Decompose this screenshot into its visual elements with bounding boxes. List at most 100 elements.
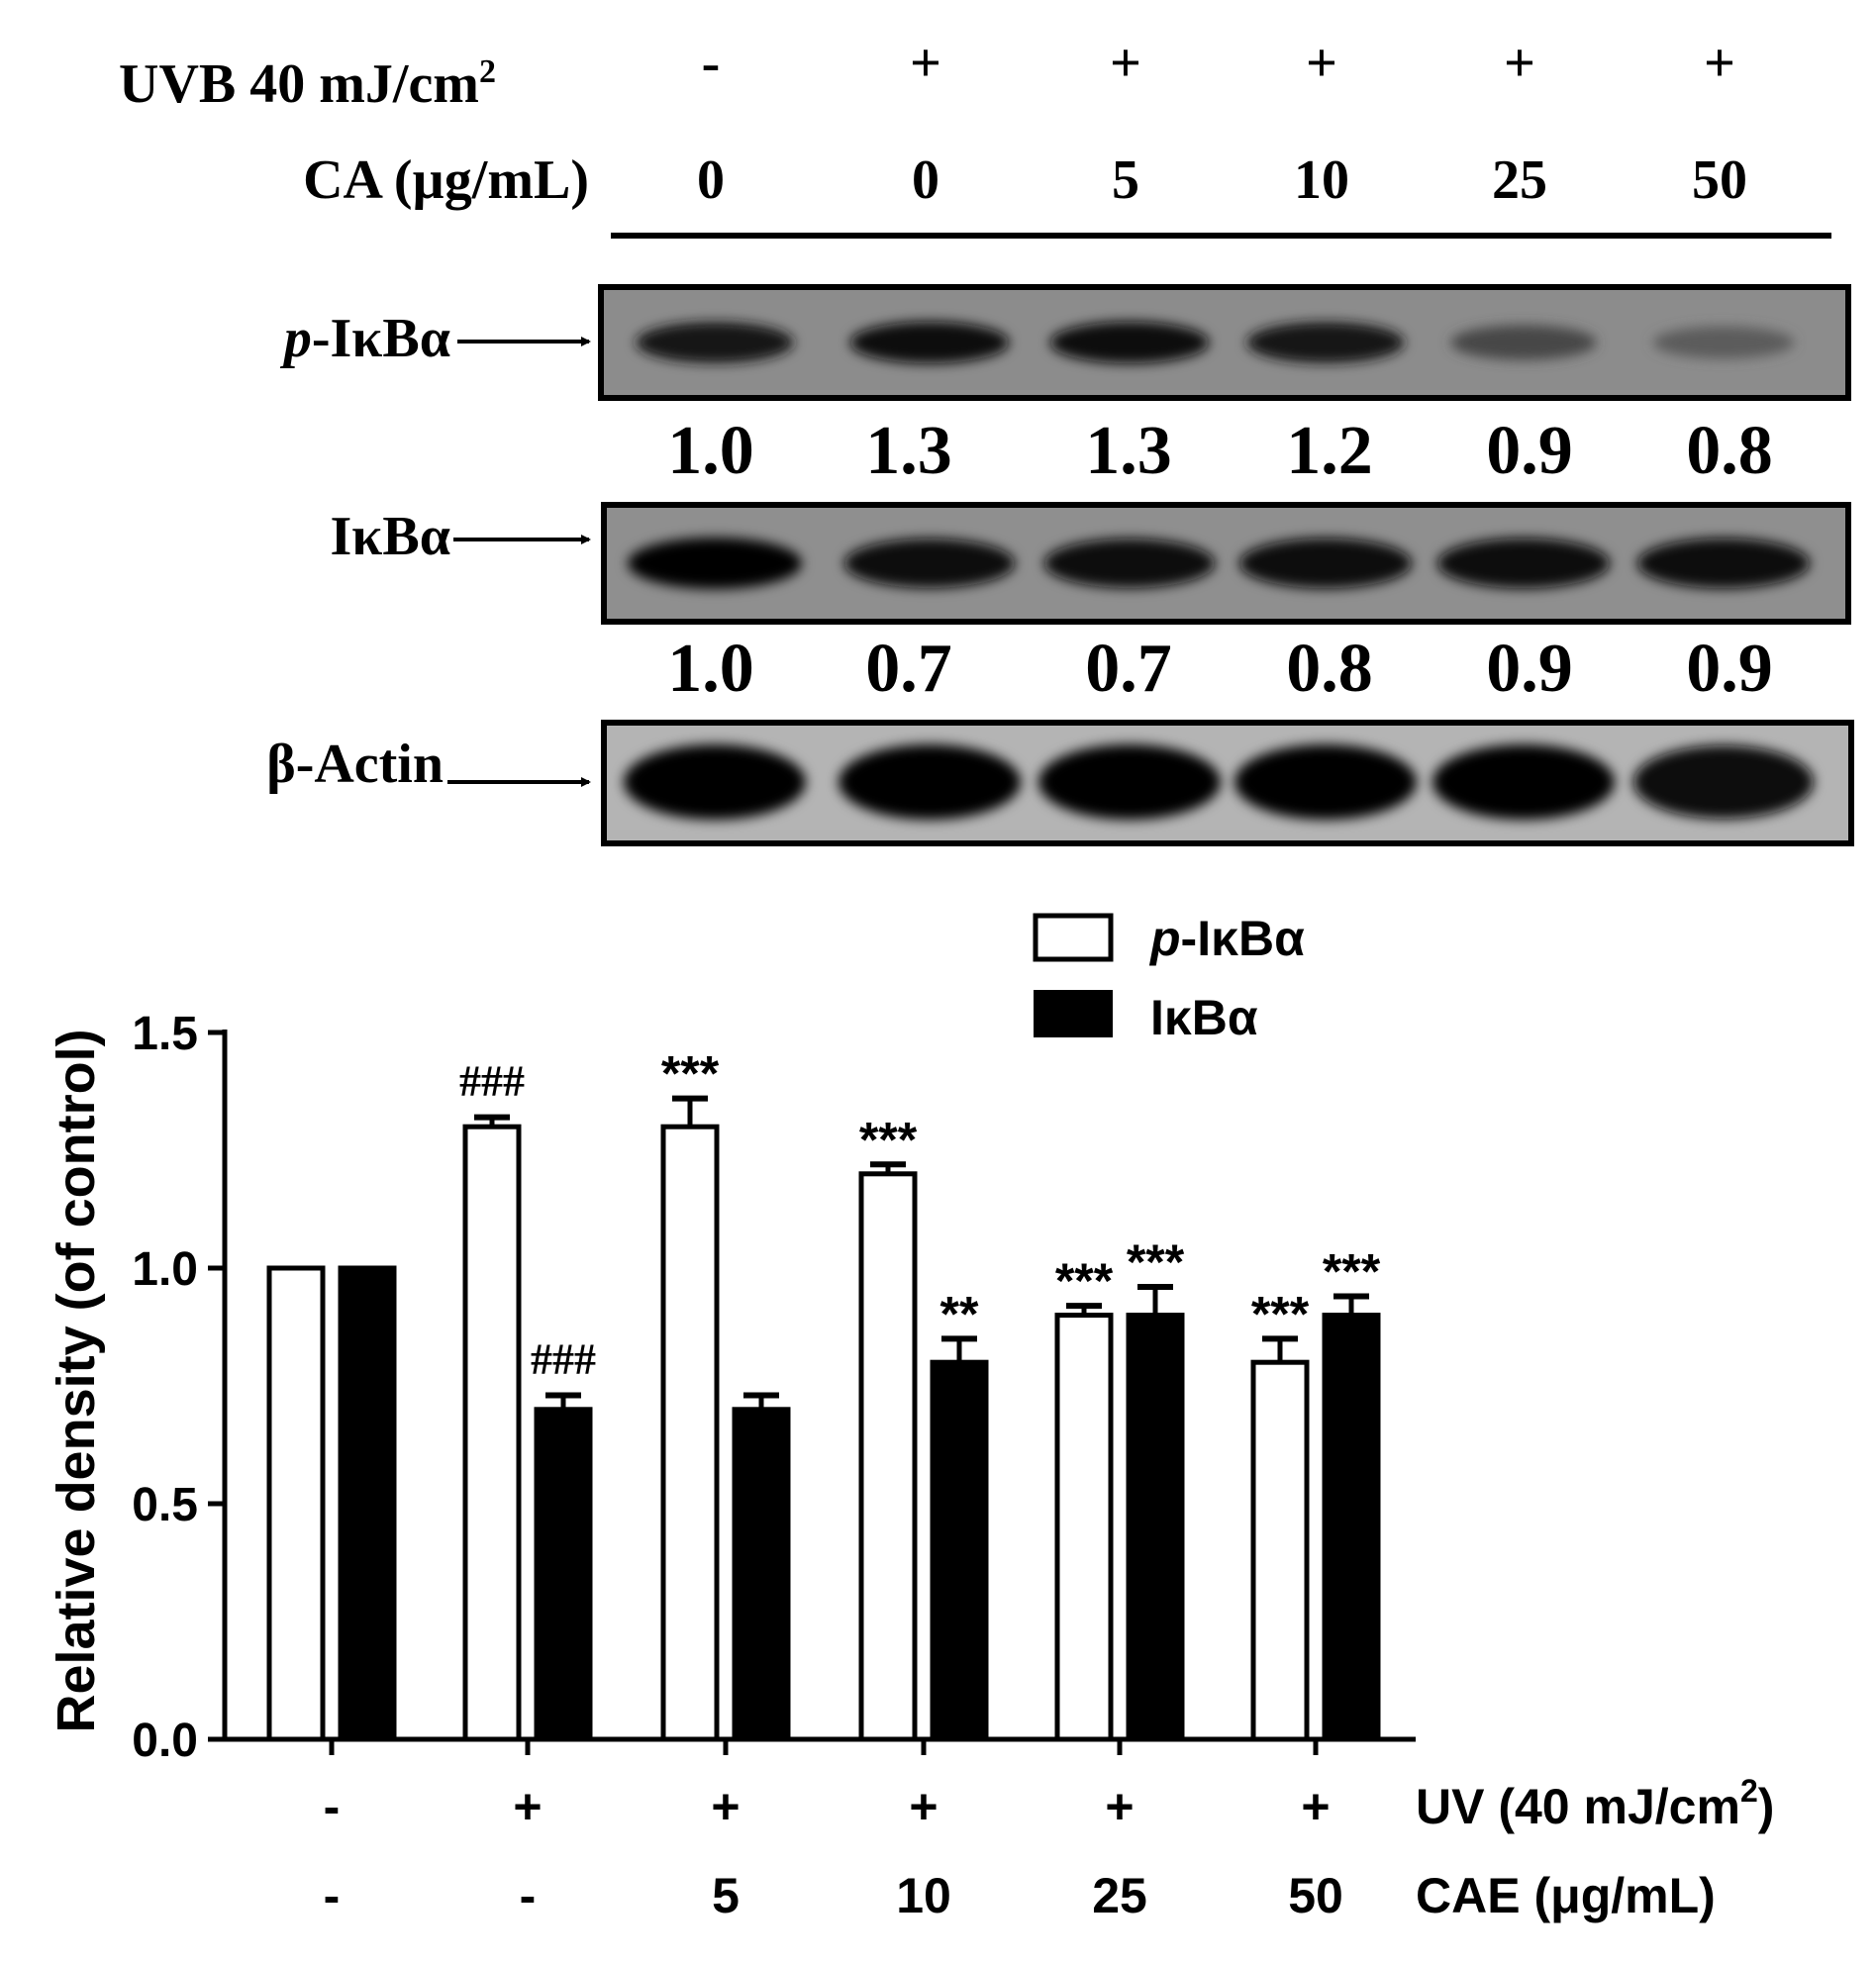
x-row1-tick-label: +	[1105, 1779, 1134, 1834]
bars: ### ************###***** ***	[266, 1046, 1381, 1742]
bar-p-ikba	[1250, 1359, 1310, 1742]
uvb-sign: +	[1504, 33, 1535, 94]
ca-dose: 5	[1112, 149, 1139, 211]
p-ikba-density-value: 0.9	[1486, 413, 1573, 489]
uvb-sign: +	[1704, 33, 1735, 94]
blot-band	[1436, 538, 1611, 589]
uvb-sign-row: - + + + + +	[702, 33, 1735, 94]
x-row2-tick-label: 25	[1092, 1868, 1147, 1923]
legend-label-p-ikba: p-IκBα	[1148, 911, 1305, 966]
significance-annotation: ###	[531, 1335, 596, 1384]
x-tick-labels: - + + + + + - - 5 10 25 50	[324, 1739, 1343, 1923]
legend: p-IκBα IκBα	[1033, 911, 1305, 1045]
x-row2-tick-label: 50	[1288, 1868, 1343, 1923]
bar-ikba	[1126, 1313, 1185, 1742]
y-tick-label: 0.0	[132, 1715, 198, 1767]
x-row1-tick-label: +	[513, 1779, 542, 1834]
y-axis-label: Relative density (of control)	[47, 1029, 106, 1732]
significance-annotation: ***	[859, 1112, 918, 1167]
ca-dose: 0	[912, 149, 939, 211]
blot-band	[636, 322, 794, 363]
ikba-density-value: 0.9	[1486, 631, 1573, 707]
significance-annotation: ***	[661, 1046, 720, 1102]
x-row1-tick-label: +	[1301, 1779, 1330, 1834]
x-row1-label: UV (40 mJ/cm2)	[1416, 1773, 1774, 1834]
y-tick-label: 0.5	[132, 1479, 198, 1531]
x-row2-label: CAE (μg/mL)	[1416, 1868, 1716, 1923]
blot-band	[1234, 744, 1417, 820]
blot-band	[1636, 538, 1811, 589]
bar-p-ikba	[858, 1171, 918, 1742]
blot-band	[1632, 744, 1815, 820]
x-row2-tick-label: 5	[712, 1868, 740, 1923]
x-row2-tick-label: -	[324, 1868, 341, 1923]
uvb-sign: +	[1110, 33, 1141, 94]
blot-panel: UVB 40 mJ/cm2 CA (µg/mL) - + + + + + 0 0 5 10 25 5…	[119, 33, 1854, 846]
bar-ikba	[338, 1265, 397, 1742]
p-ikba-density-value: 0.8	[1686, 413, 1773, 489]
significance-annotation: ***	[1127, 1234, 1185, 1290]
ca-dose: 25	[1492, 149, 1547, 211]
blot-band	[1246, 322, 1405, 363]
significance-annotation: ***	[1251, 1286, 1310, 1341]
ca-dose: 0	[697, 149, 725, 211]
blot-band	[839, 744, 1021, 820]
legend-label-ikba: IκBα	[1150, 990, 1258, 1045]
bar-p-ikba	[660, 1124, 720, 1742]
blot-strip-p-ikba	[598, 284, 1851, 401]
ca-dose: 50	[1692, 149, 1747, 211]
uvb-label: UVB 40 mJ/cm2	[119, 53, 496, 115]
uvb-sign: -	[702, 33, 721, 94]
p-ikba-density-value: 1.3	[1085, 413, 1172, 489]
blot-band	[849, 321, 1010, 364]
ikba-density-value: 1.0	[667, 631, 754, 707]
p-ikba-density-value: 1.3	[865, 413, 952, 489]
p-ikba-density-value: 1.2	[1286, 413, 1373, 489]
x-row2-tick-label: 10	[896, 1868, 951, 1923]
x-row2-tick-label: -	[520, 1868, 537, 1923]
blot-band	[1049, 321, 1210, 364]
significance-annotation: ###	[459, 1057, 525, 1106]
blot-band	[843, 539, 1016, 588]
significance-annotation: ***	[1055, 1253, 1114, 1309]
bar-p-ikba	[1054, 1313, 1114, 1742]
bar-chart: Relative density (of control) 0.0 0.5 1.0 1…	[47, 911, 1774, 1923]
blot-band	[1238, 538, 1413, 589]
bar-ikba	[930, 1359, 989, 1742]
row-label-ikba: IκBα	[331, 506, 451, 567]
blot-strip-ikba	[601, 502, 1851, 625]
ca-dose-row: 0 0 5 10 25 50	[697, 149, 1747, 211]
row-label-p-ikba: p-IκBα	[280, 308, 450, 369]
x-row1-tick-label: +	[711, 1779, 740, 1834]
ikba-density-values: 1.0 0.7 0.7 0.8 0.9 0.9	[667, 631, 1773, 707]
bar-ikba	[1322, 1313, 1381, 1742]
blot-band	[624, 744, 806, 820]
significance-annotation: ***	[1323, 1244, 1381, 1300]
legend-swatch-p-ikba	[1033, 913, 1114, 962]
blot-band	[628, 538, 802, 589]
y-tick-label: 1.0	[132, 1243, 198, 1296]
blot-band	[1652, 326, 1795, 359]
blot-strip-actin	[601, 720, 1854, 846]
ca-label: CA (µg/mL)	[303, 149, 589, 211]
legend-swatch-ikba	[1034, 990, 1113, 1037]
blot-band	[1038, 744, 1221, 820]
uvb-sign: +	[1306, 33, 1337, 94]
ikba-density-value: 0.7	[865, 631, 952, 707]
ikba-density-value: 0.7	[1085, 631, 1172, 707]
bar-p-ikba	[462, 1124, 522, 1742]
p-ikba-density-value: 1.0	[667, 413, 754, 489]
x-row1-tick-label: -	[324, 1779, 341, 1834]
bar-p-ikba	[266, 1265, 326, 1742]
ca-dose: 10	[1294, 149, 1349, 211]
uvb-sign: +	[910, 33, 941, 94]
row-label-actin: β-Actin	[266, 734, 444, 795]
significance-annotation: **	[940, 1286, 979, 1341]
x-row1-tick-label: +	[909, 1779, 938, 1834]
bar-ikba	[732, 1407, 791, 1742]
ikba-density-value: 0.8	[1286, 631, 1373, 707]
blot-band	[1043, 539, 1216, 588]
y-tick-label: 1.5	[132, 1008, 198, 1060]
blot-band	[1450, 325, 1597, 360]
